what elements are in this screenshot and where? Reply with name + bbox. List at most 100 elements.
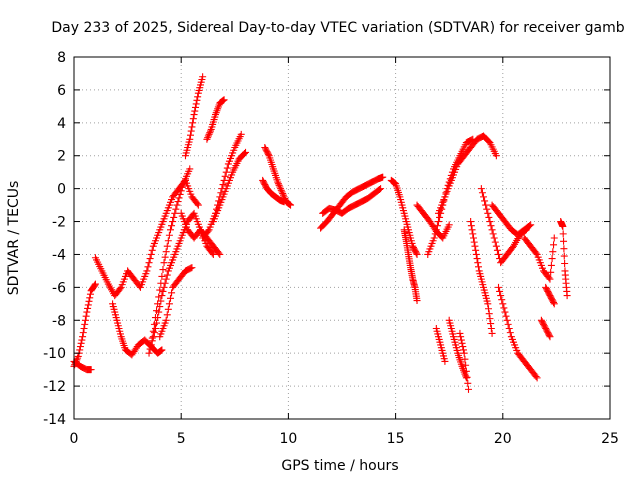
data-point	[192, 100, 200, 108]
data-point	[456, 329, 464, 337]
data-point	[497, 292, 505, 300]
y-axis-label: SDTVAR / TECUs	[6, 181, 22, 296]
data-point	[174, 198, 182, 206]
data-point	[485, 213, 493, 221]
data-point	[501, 308, 509, 316]
data-point	[472, 246, 480, 254]
data-point	[485, 305, 493, 313]
data-point	[432, 226, 440, 234]
data-point	[166, 294, 174, 302]
series-arc-15	[317, 173, 387, 232]
data-point	[480, 193, 488, 201]
data-point	[559, 222, 567, 230]
data-point	[477, 185, 485, 193]
data-point	[186, 135, 194, 143]
data-point	[176, 190, 184, 198]
data-point	[487, 325, 495, 332]
data-point	[522, 226, 530, 234]
axis-ticks: 0 5 10 15 20 25 -14 -12 -10 -8 -6 -4 -2 0 2 4 6 8	[43, 50, 619, 447]
data-point	[186, 131, 194, 139]
series-arc-30	[537, 316, 554, 341]
data-point	[506, 329, 514, 337]
data-point	[77, 339, 85, 347]
series-arc-14	[259, 176, 288, 206]
data-point	[203, 135, 211, 143]
y-tick-label: -2	[52, 215, 66, 231]
data-point	[484, 209, 492, 217]
data-point	[162, 275, 170, 283]
data-point	[81, 320, 89, 328]
series-arc-28	[495, 283, 541, 382]
y-tick-label: 4	[57, 116, 66, 132]
y-tick-label: -6	[52, 280, 66, 296]
data-point	[470, 238, 478, 246]
data-point	[164, 305, 172, 313]
data-point	[160, 283, 168, 291]
data-point	[209, 250, 217, 258]
series-arc-3	[91, 176, 202, 300]
data-point	[469, 230, 477, 238]
data-point	[148, 246, 156, 254]
series-arc-27	[477, 185, 530, 267]
data-point	[487, 222, 495, 230]
series-arc-18	[400, 226, 421, 305]
data-point	[472, 250, 480, 258]
data-point	[150, 329, 158, 337]
data-point	[560, 245, 568, 253]
data-point	[240, 150, 248, 158]
data-point	[275, 181, 283, 189]
data-point	[220, 96, 228, 104]
data-point	[559, 230, 567, 238]
data-point	[276, 183, 284, 191]
data-point	[500, 304, 508, 312]
series-arc-23	[467, 218, 496, 337]
data-point	[215, 249, 223, 257]
data-points	[70, 73, 571, 393]
data-point	[478, 189, 486, 197]
data-point	[436, 213, 444, 221]
data-point	[467, 222, 475, 230]
y-tick-label: -14	[43, 412, 66, 428]
data-point	[116, 285, 124, 293]
data-point	[171, 209, 179, 217]
data-point	[498, 296, 506, 304]
data-point	[560, 252, 568, 260]
data-point	[91, 280, 99, 288]
data-point	[550, 300, 558, 308]
data-point	[216, 250, 224, 258]
data-point	[527, 221, 535, 229]
series-arc-24	[456, 329, 472, 393]
y-tick-label: -12	[43, 379, 66, 395]
data-point	[221, 172, 229, 180]
data-point	[217, 189, 225, 197]
data-point	[156, 286, 164, 294]
data-point	[473, 255, 481, 263]
data-point	[462, 367, 470, 375]
data-point	[441, 357, 449, 365]
data-point	[489, 230, 497, 238]
data-point	[277, 186, 285, 194]
data-point	[521, 227, 529, 235]
data-point	[533, 374, 541, 382]
data-point	[178, 183, 186, 191]
data-point	[504, 320, 512, 328]
data-point	[279, 191, 287, 199]
data-point	[157, 279, 165, 287]
series-arc-25	[432, 325, 449, 365]
data-point	[165, 231, 173, 239]
data-point	[499, 300, 507, 308]
y-tick-label: 2	[57, 149, 66, 165]
data-point	[486, 218, 494, 226]
data-point	[547, 261, 555, 269]
data-point	[187, 127, 195, 135]
data-point	[469, 234, 477, 242]
data-point	[175, 194, 183, 202]
data-point	[199, 73, 207, 81]
data-point	[172, 205, 180, 213]
data-point	[463, 373, 471, 381]
data-point	[492, 152, 500, 160]
y-tick-label: -4	[52, 247, 66, 263]
data-point	[208, 249, 216, 257]
data-point	[280, 198, 288, 206]
data-point	[83, 308, 91, 316]
